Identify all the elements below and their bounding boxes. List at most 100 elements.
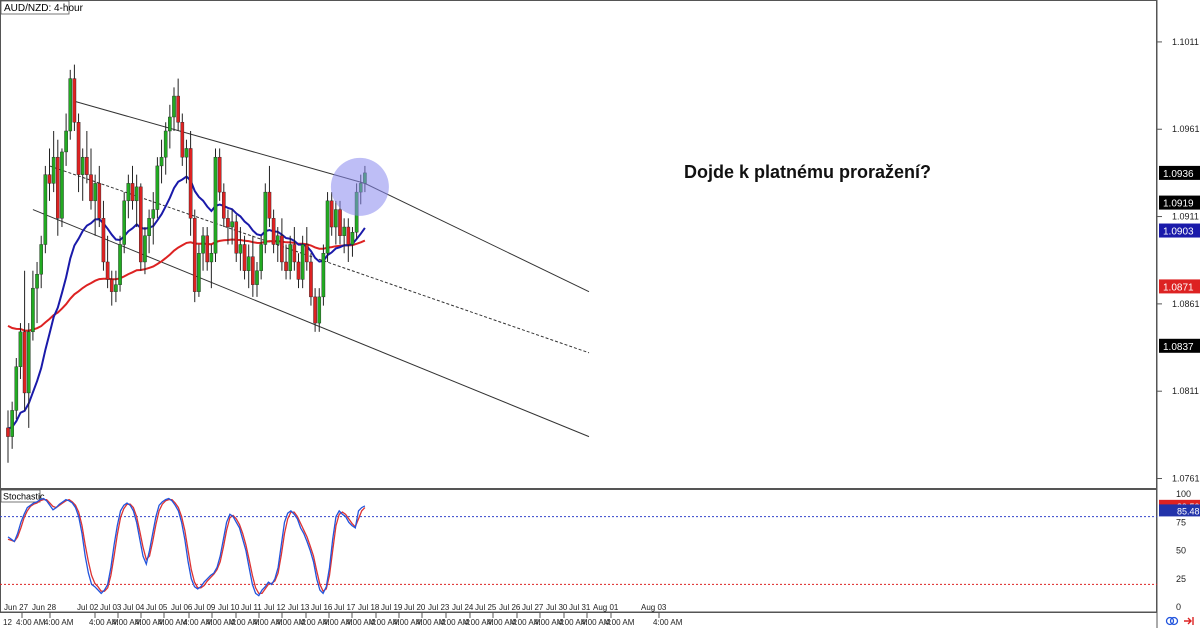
date-label: Jul 30 xyxy=(546,603,568,612)
candle xyxy=(321,244,326,306)
stochastic-tick-label: 0 xyxy=(1176,602,1181,612)
candle xyxy=(184,139,189,184)
candle-body xyxy=(130,183,135,202)
candle xyxy=(93,174,97,236)
candle xyxy=(18,323,23,379)
candle-body xyxy=(109,279,114,292)
candle xyxy=(255,261,259,297)
candle xyxy=(217,148,222,201)
link-icon[interactable] xyxy=(1165,616,1175,626)
candle-body xyxy=(168,116,172,132)
candle xyxy=(89,148,93,210)
time-label: 4:00 AM xyxy=(416,618,446,627)
date-label: Jul 12 xyxy=(264,603,286,612)
channel-lower-line xyxy=(32,209,590,438)
price-tick-label: 1.1011 xyxy=(1172,37,1199,47)
candle xyxy=(176,78,180,131)
candle-body xyxy=(35,273,39,289)
candle-body xyxy=(155,165,160,210)
candle xyxy=(159,139,164,184)
candle xyxy=(350,227,355,257)
candle-body xyxy=(334,209,338,228)
candle xyxy=(317,288,322,332)
candle xyxy=(76,113,81,193)
time-label: 4:00 AM xyxy=(253,618,283,627)
time-label: 4:00 AM xyxy=(112,618,142,627)
candle-body xyxy=(342,226,346,236)
price-tick-label: 1.0811 xyxy=(1172,386,1199,396)
candle-body xyxy=(288,244,293,271)
price-badge-ema_fast: 1.0903 xyxy=(1159,223,1200,238)
time-label: 4:00 AM xyxy=(183,618,213,627)
date-label: Jul 16 xyxy=(311,603,333,612)
chart-header: AUD/NZD: 4-hour xyxy=(0,0,84,15)
candle xyxy=(342,218,346,254)
time-label: 4:00 AM xyxy=(605,618,635,627)
price-badge-level: 1.0919 xyxy=(1159,195,1200,210)
candle-body xyxy=(305,244,309,263)
price-badge-label: 1.0919 xyxy=(1163,199,1194,210)
price-badge-bg xyxy=(1159,338,1200,353)
price-badge-level: 1.0837 xyxy=(1159,338,1200,353)
candle-body xyxy=(118,244,122,285)
time-label: 4:00 AM xyxy=(44,618,74,627)
candle-body xyxy=(97,183,102,219)
candle-body xyxy=(346,226,351,245)
candle-body xyxy=(60,151,64,219)
candle xyxy=(338,200,342,245)
candle xyxy=(80,148,85,201)
candle-body xyxy=(296,261,301,280)
candle-body xyxy=(143,235,147,263)
candle xyxy=(118,235,122,292)
date-label: Jul 27 xyxy=(522,603,544,612)
annotation-question: Dojde k platnému proražení? xyxy=(684,162,931,182)
candle xyxy=(230,209,234,245)
price-badge-last: 1.0936 xyxy=(1159,165,1200,180)
candle xyxy=(14,358,19,420)
time-label: 4:00 AM xyxy=(135,618,165,627)
time-label: 4:00 AM xyxy=(487,618,517,627)
candle-body xyxy=(39,244,43,275)
date-label: Jul 09 xyxy=(194,603,216,612)
toolbar[interactable] xyxy=(1165,616,1194,626)
candle xyxy=(134,174,139,228)
candle-body xyxy=(56,156,60,219)
stochastic-tick-label: 50 xyxy=(1176,546,1186,556)
candle-body xyxy=(271,218,276,245)
time-label: 4:00 AM xyxy=(158,618,188,627)
candle-body xyxy=(317,296,322,324)
time-label: 4:00 AM xyxy=(511,618,541,627)
candle-body xyxy=(280,235,284,263)
candle-body xyxy=(72,78,77,123)
candle xyxy=(6,410,10,463)
time-label: 4:00 AM xyxy=(346,618,376,627)
candle xyxy=(305,227,309,271)
candle-body xyxy=(350,232,355,245)
price-tick-label: 1.0911 xyxy=(1172,212,1199,222)
candle xyxy=(267,165,272,228)
date-label: Jul 18 xyxy=(358,603,380,612)
candle-body xyxy=(80,156,85,175)
candle xyxy=(246,244,251,289)
stochastic-panel-frame xyxy=(0,489,1157,613)
candle xyxy=(346,218,351,262)
candle-body xyxy=(197,253,201,292)
candle-body xyxy=(126,183,131,202)
candle xyxy=(309,253,313,306)
date-label: Jul 31 xyxy=(569,603,591,612)
candle xyxy=(325,192,330,262)
channel-upper-extension xyxy=(364,182,590,293)
candle xyxy=(68,69,73,140)
date-label: Jul 04 xyxy=(123,603,145,612)
candle-body xyxy=(221,191,226,219)
candle xyxy=(209,244,214,289)
candle xyxy=(56,139,60,236)
price-badge-label: 1.0903 xyxy=(1163,227,1194,238)
candle xyxy=(26,323,31,428)
time-label: 4:00 AM xyxy=(558,618,588,627)
time-label: 4:00 AM xyxy=(393,618,423,627)
time-label: 4:00 AM xyxy=(581,618,611,627)
candle-body xyxy=(76,122,81,175)
scroll-right-icon[interactable] xyxy=(1184,617,1194,625)
